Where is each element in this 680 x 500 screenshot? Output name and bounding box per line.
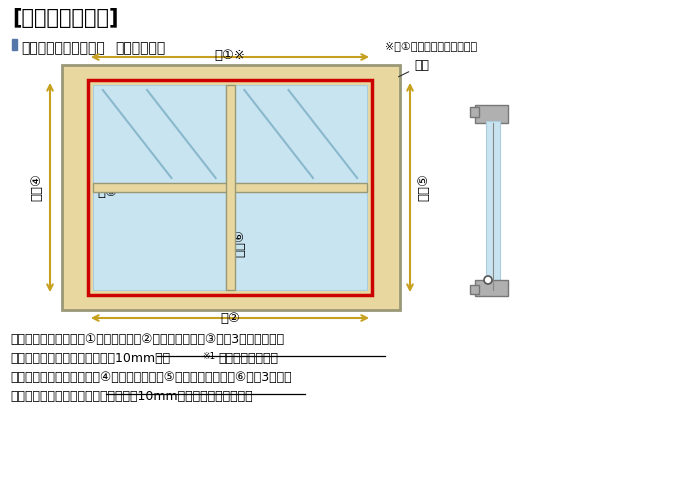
Text: 高さ④: 高さ④ (31, 174, 44, 202)
Text: 幅③: 幅③ (97, 186, 117, 198)
Text: 内側を測定し、最も小さい寸法から10mm以上引いてください。: 内側を測定し、最も小さい寸法から10mm以上引いてください。 (10, 390, 253, 403)
Bar (93, 192, 226, 290)
Bar (475, 105, 508, 123)
Bar (486, 121, 500, 290)
Bar (88, 80, 372, 295)
Text: 窓枠内に取付ける場合: 窓枠内に取付ける場合 (21, 41, 105, 55)
Bar (62, 65, 400, 310)
Bar (93, 85, 226, 183)
Text: ・幅は窓枠の上部（幅①）、下部（幅②）、中央部（幅③）の3ヵ所の内側を: ・幅は窓枠の上部（幅①）、下部（幅②）、中央部（幅③）の3ヵ所の内側を (10, 333, 284, 346)
Text: 窓枠: 窓枠 (398, 59, 429, 77)
Text: （天井付け）: （天井付け） (115, 41, 165, 55)
Bar (235, 192, 367, 290)
Text: [サイズの測り方]: [サイズの測り方] (12, 8, 118, 28)
Text: 測定し、最も小さい寸法から10mm以上: 測定し、最も小さい寸法から10mm以上 (10, 352, 170, 365)
Bar (470, 285, 479, 294)
Text: 高さ⑥: 高さ⑥ (233, 229, 246, 257)
Text: 引いてください。: 引いてください。 (218, 352, 278, 365)
Circle shape (484, 276, 492, 284)
Bar (226, 85, 235, 290)
Text: ※1: ※1 (202, 352, 216, 361)
Text: ・高さは窓枠の左部（高さ④）、右部（高さ⑤）、中央部（高さ⑥）の3ヵ所の: ・高さは窓枠の左部（高さ④）、右部（高さ⑤）、中央部（高さ⑥）の3ヵ所の (10, 371, 292, 384)
Bar (235, 85, 367, 183)
Text: 幅②: 幅② (220, 312, 240, 325)
Bar (470, 107, 479, 117)
Text: ※幅①：製品本体の取付け面: ※幅①：製品本体の取付け面 (385, 41, 477, 51)
Bar (93, 183, 367, 192)
Text: 高さ⑤: 高さ⑤ (418, 174, 430, 202)
Text: 幅①※: 幅①※ (215, 49, 245, 62)
Bar (12, 39, 17, 50)
Bar (475, 280, 508, 296)
